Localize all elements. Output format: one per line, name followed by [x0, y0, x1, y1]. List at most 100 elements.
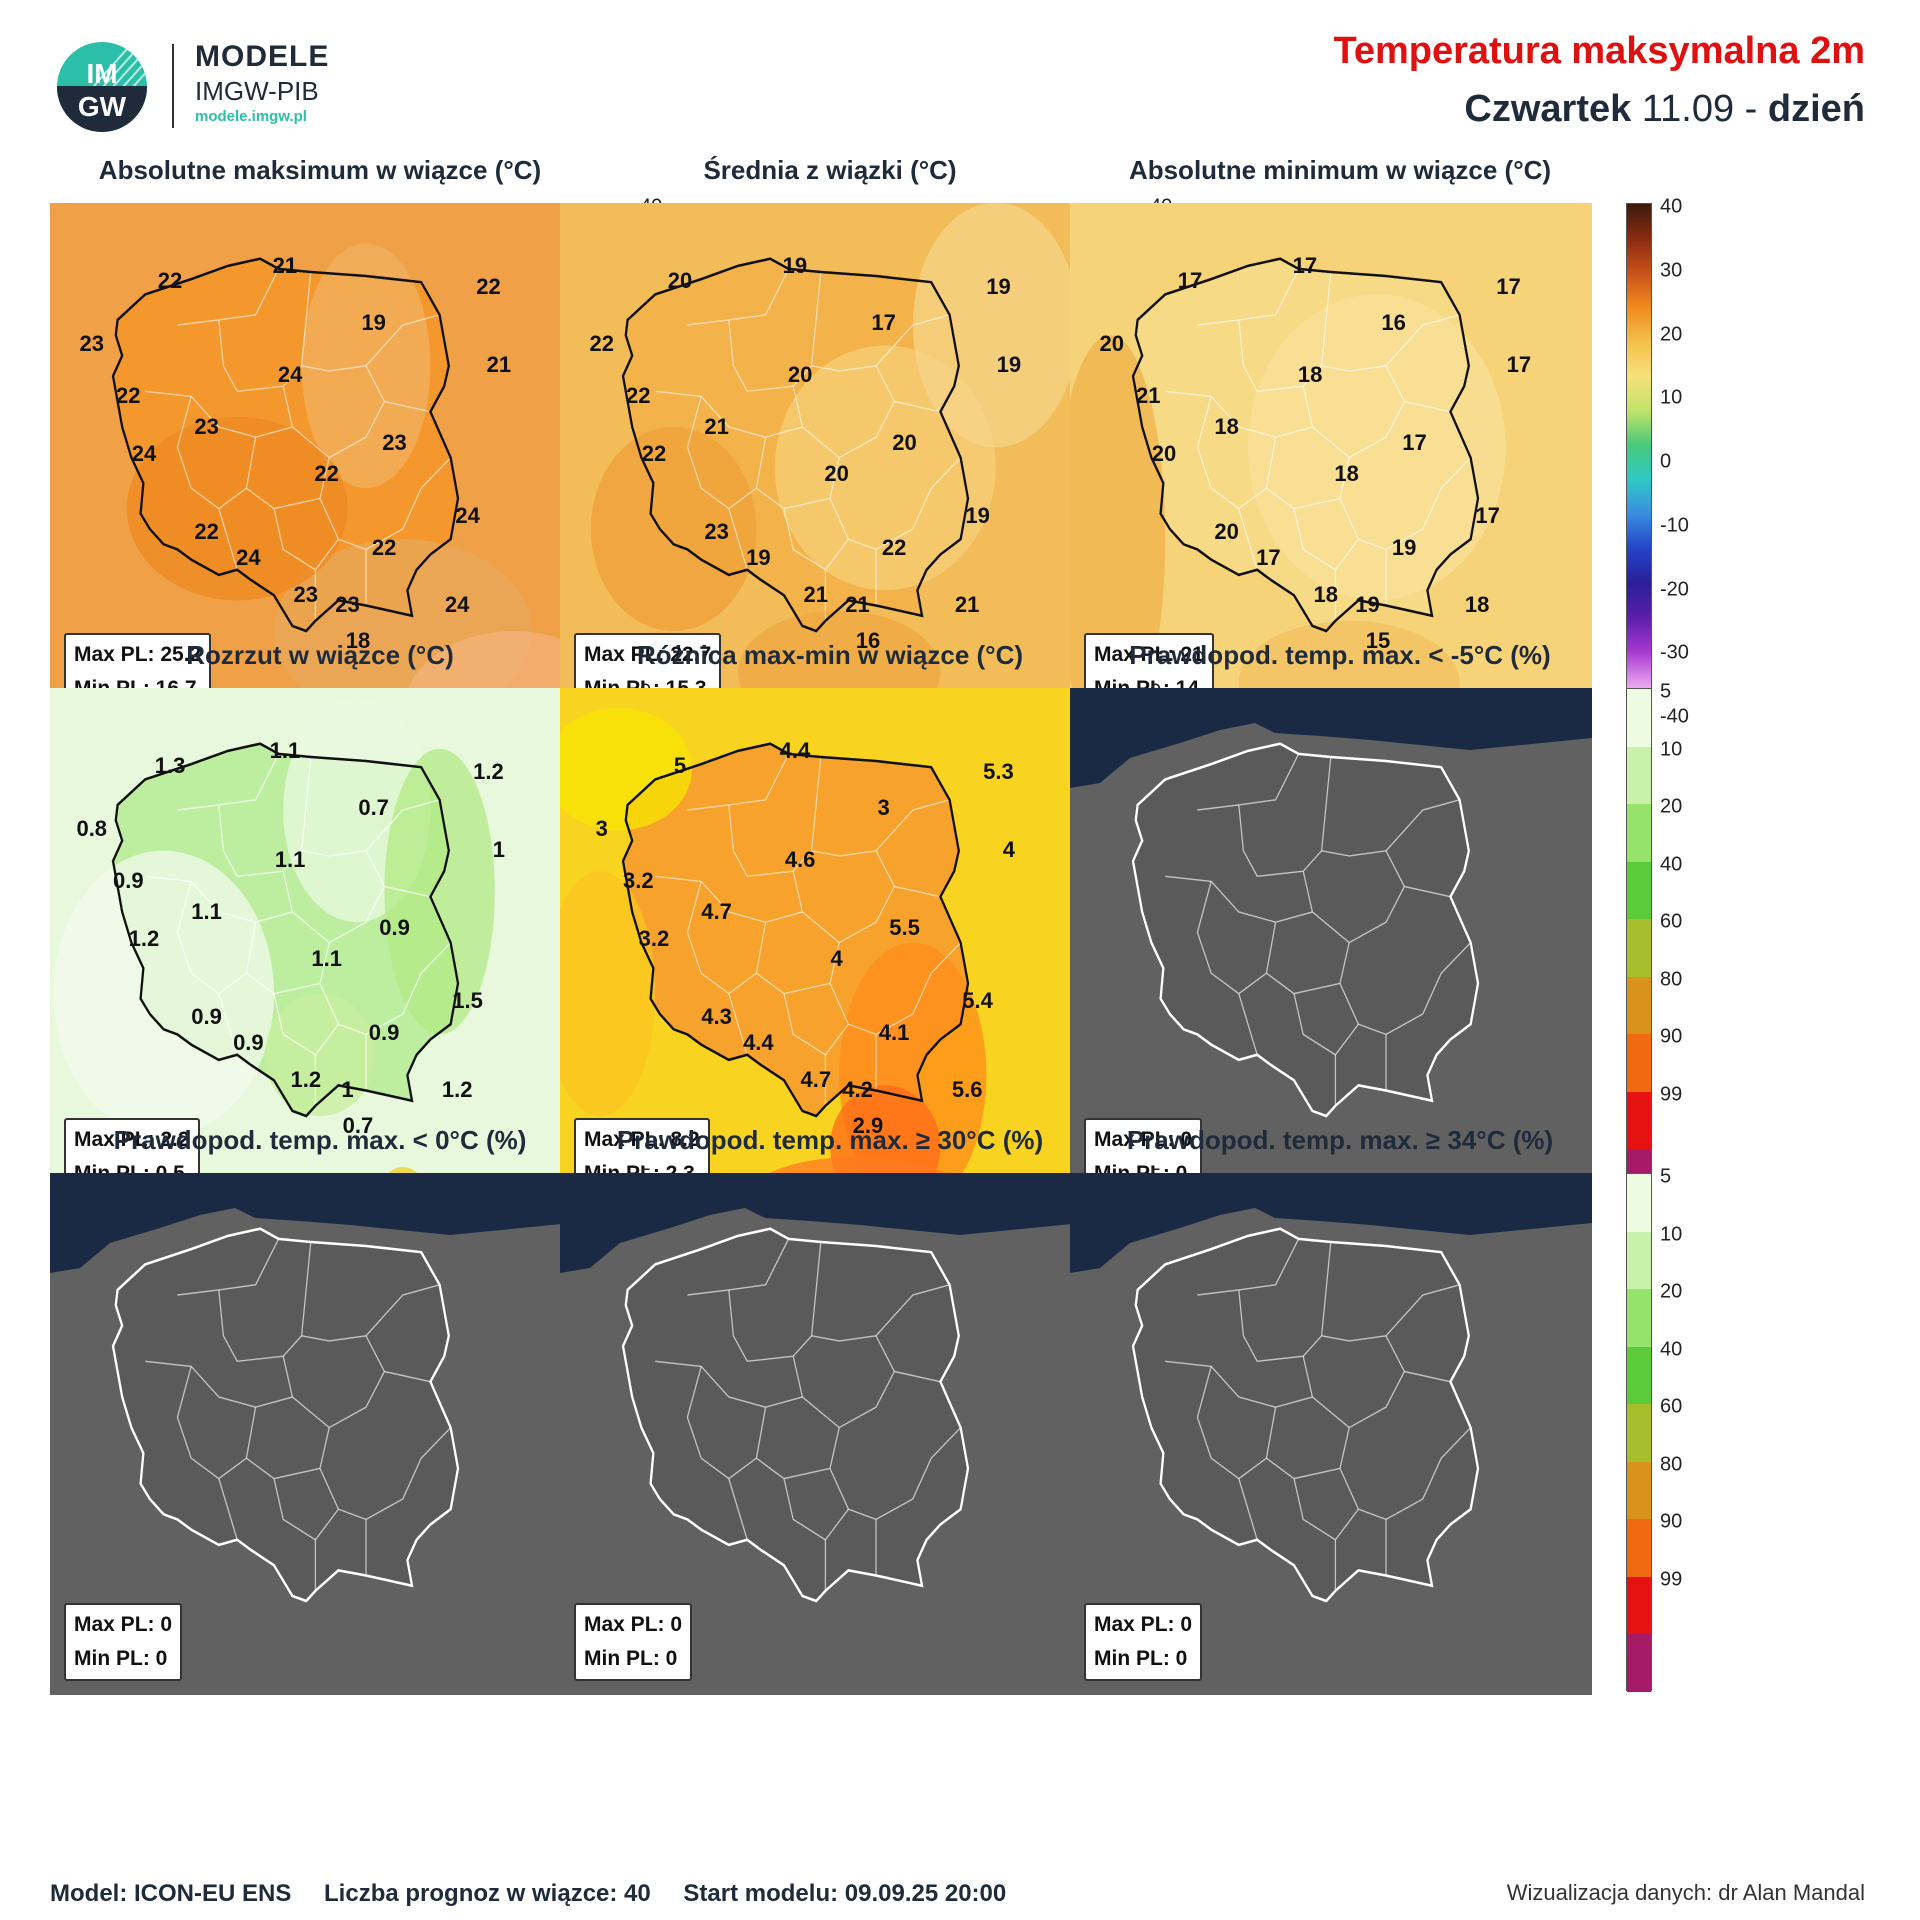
poland-border: [111, 742, 460, 1118]
value-label: 5.5: [889, 915, 920, 941]
colorbar-tick-label: 99: [1660, 1568, 1683, 1591]
colorbar-tick-label: 90: [1660, 1025, 1683, 1048]
value-label: 0.7: [358, 795, 389, 821]
brand-site-link[interactable]: modele.imgw.pl: [195, 108, 307, 125]
value-label: 4: [1002, 836, 1016, 862]
value-label: 19: [782, 252, 808, 278]
value-label: 1.1: [311, 946, 342, 972]
value-label: 20: [1151, 440, 1177, 466]
poland-land: [1133, 1228, 1478, 1601]
voivodeship-border: [145, 390, 293, 438]
credit: Wizualizacja danych: dr Alan Mandal: [1506, 1880, 1865, 1905]
colorbar-tick-label: 40: [1660, 853, 1683, 876]
voivodeship-border: [811, 799, 950, 857]
value-label: 23: [194, 414, 219, 440]
value-label: 21: [803, 581, 829, 607]
value-label: 1.2: [473, 758, 504, 784]
panel-title: Absolutne minimum w wiązce (°C): [1128, 155, 1552, 185]
voivodeship-border: [1165, 390, 1313, 438]
colorbar-segment: [1627, 689, 1651, 747]
value-label: 4: [830, 946, 843, 972]
value-label: 24: [277, 362, 303, 388]
voivodeship-border: [282, 365, 386, 459]
date-separator: -: [1744, 88, 1758, 130]
value-label: 0.9: [379, 915, 410, 941]
value-label: 4.4: [779, 737, 811, 763]
voivodeship-border: [655, 390, 803, 438]
voivodeship-border: [1404, 1370, 1451, 1383]
voivodeship-border: [282, 850, 386, 944]
map-area: 5 4.4 5.3 3 3 4 3.2 4.6 4.7 3.2 5.5 4 5.4 4.3 4.1 4.4 4.…: [560, 688, 1082, 1210]
voivodeship-border: [655, 875, 803, 923]
voivodeship-border: [783, 993, 849, 1056]
voivodeship-border: [218, 1478, 238, 1541]
value-label: 22: [641, 440, 667, 466]
value-label: 17: [1256, 544, 1281, 570]
value-label: 17: [1506, 351, 1532, 377]
voivodeship-border: [176, 1366, 247, 1480]
panel-title: Różnica max-min w wiązce (°C): [636, 640, 1024, 670]
value-label: 23: [704, 518, 729, 544]
value-label: 17: [871, 310, 896, 336]
value-label: 3.2: [638, 925, 670, 951]
voivodeship-border: [792, 1335, 896, 1429]
voivodeship-border: [728, 271, 822, 393]
value-label: 3: [595, 815, 608, 841]
field-patch: [264, 993, 376, 1116]
page-title: Temperatura maksymalna 2m: [1333, 30, 1865, 72]
value-label: 18: [1297, 362, 1323, 388]
map-area: Max PL: 0 Min PL: 0: [50, 1173, 572, 1695]
voivodeship-border: [755, 922, 831, 995]
value-label: 4.7: [800, 1066, 832, 1092]
value-label: 0.9: [191, 1003, 222, 1029]
stat-max: Max PL: 0: [584, 1613, 683, 1636]
colorbar-tick-label: 5: [1660, 680, 1672, 703]
voivodeship-border: [1265, 1407, 1341, 1480]
voivodeship-border: [728, 1478, 748, 1541]
stat-max: Max PL: 8.2: [584, 1128, 700, 1151]
stat-max: Max PL: 0: [1094, 1128, 1193, 1151]
colorbar-segment: [1627, 1289, 1651, 1347]
panel-title: Średnia z wiązki (°C): [703, 155, 957, 185]
colorbar-tick-label: 99: [1660, 1083, 1683, 1106]
value-label: 18: [1313, 581, 1339, 607]
colorbar-segment: [1627, 1634, 1651, 1692]
value-label: 22: [371, 534, 397, 560]
voivodeship-border: [384, 885, 431, 898]
value-label: 5.3: [983, 758, 1014, 784]
map-area: Max PL: 0 Min PL: 0: [560, 1173, 1082, 1695]
value-label: 18: [345, 628, 371, 654]
value-label: 19: [1391, 534, 1417, 560]
map-panel: Absolutne minimum w wiązce (°C) 17 17 17 20 1…: [1060, 155, 1689, 735]
value-label: 1.2: [128, 925, 160, 951]
value-label: 22: [476, 273, 501, 299]
value-label: 19: [361, 310, 386, 336]
value-label: 22: [314, 461, 339, 487]
map-panel: Prawdopod. temp. max. < 0°C (%) Max PL: 0…: [40, 1125, 662, 1705]
colorbar-tick-label: 80: [1660, 968, 1683, 991]
baltic-sea: [1070, 1173, 1592, 1273]
value-label: 17: [1177, 268, 1203, 294]
colorbar-segment: [1627, 1231, 1651, 1290]
value-label: 16: [1381, 310, 1406, 336]
value-label: 23: [79, 330, 104, 356]
voivodeship-border: [686, 881, 757, 995]
voivodeship-border: [1321, 799, 1460, 857]
value-label: 2.9: [852, 1113, 884, 1139]
value-label: 4.2: [842, 1076, 873, 1102]
stat-min: Min PL: 0: [1094, 1647, 1188, 1670]
value-label: 4.3: [701, 1003, 732, 1029]
model-name: Model: ICON-EU ENS: [50, 1880, 292, 1907]
voivodeship-border: [1197, 268, 1300, 326]
voivodeship-border: [1404, 400, 1451, 413]
map-area: Max PL: 0 Min PL: 0: [1070, 1173, 1592, 1695]
voivodeship-border: [1265, 437, 1341, 510]
forecast-day: Czwartek: [1464, 88, 1632, 130]
stat-max: Max PL: 2.2: [74, 1128, 190, 1151]
voivodeship-border: [1238, 1478, 1258, 1541]
voivodeship-border: [728, 1241, 822, 1363]
voivodeship-border: [686, 1366, 757, 1480]
stats-box: Max PL: 0 Min PL: 0: [574, 1603, 693, 1681]
colorbar-ticks: 40 30 20 10 0 -10 -20 -30 -40: [1660, 196, 1720, 728]
voivodeship-border: [755, 437, 831, 510]
